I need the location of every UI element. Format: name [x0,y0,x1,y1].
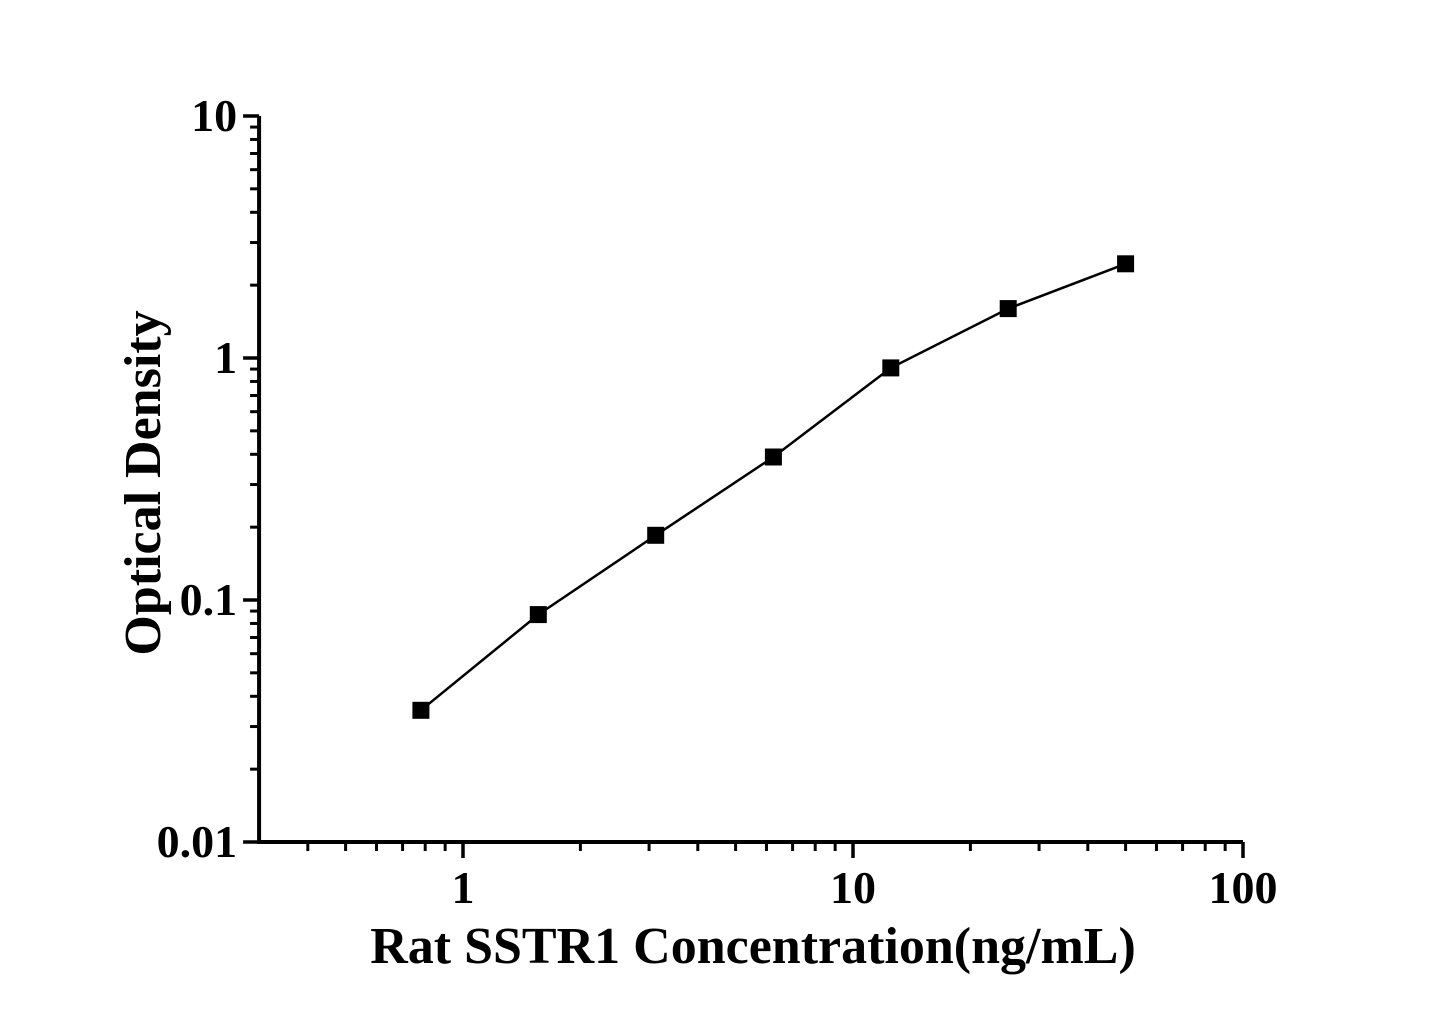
data-point-marker [999,300,1017,318]
x-axis-title: Rat SSTR1 Concentration(ng/mL) [370,918,1136,975]
series-layer [412,255,1135,719]
standard-curve-line [420,262,1127,712]
data-point-marker [1117,255,1135,273]
x-tick-label: 100 [1209,862,1278,913]
x-tick-label: 10 [830,862,876,913]
axes-layer [243,114,1245,858]
data-point-marker [882,359,900,377]
data-point-marker [764,448,782,466]
x-tick-label: 1 [452,862,475,913]
y-tick-label: 0.1 [180,574,238,625]
tick-label-layer: 1 10 100 0.01 0.1 1 10 [157,90,1278,913]
y-tick-label: 0.01 [157,816,238,867]
data-point-marker [647,526,665,544]
y-axis-title: Optical Density [115,310,172,655]
data-point-marker [412,701,430,719]
y-tick-label: 1 [214,332,237,383]
data-point-marker [529,606,547,624]
y-tick-label: 10 [191,90,237,141]
